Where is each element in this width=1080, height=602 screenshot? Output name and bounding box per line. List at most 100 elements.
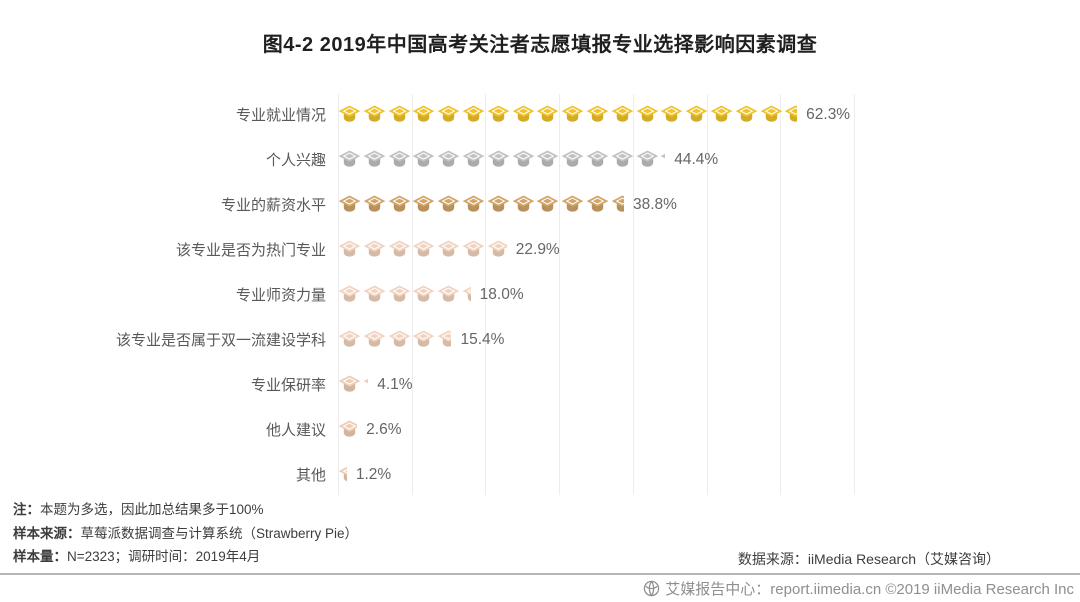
gridline: [706, 94, 708, 495]
value-label: 18.0%: [479, 285, 524, 303]
graduation-cap-icon: [462, 105, 485, 122]
graduation-cap-icon: [437, 105, 460, 122]
value-label: 22.9%: [515, 240, 560, 258]
graduation-cap-icon: [512, 195, 534, 212]
icon-bar: [338, 418, 358, 442]
footnotes: 注：本题为多选，因此加总结果多于100% 样本来源：草莓派数据调查与计算系统（S…: [13, 498, 358, 569]
graduation-cap-icon: [363, 150, 386, 167]
graduation-cap-icon: [413, 330, 435, 347]
graduation-cap-icon: [388, 330, 410, 347]
graduation-cap-icon: [537, 105, 559, 122]
graduation-cap-icon: [487, 195, 510, 212]
chart-rows: 专业就业情况: [0, 92, 1080, 497]
gridline: [411, 94, 413, 495]
graduation-cap-icon: [338, 105, 361, 122]
icon-bar: [338, 283, 471, 307]
graduation-cap-icon: [710, 105, 733, 122]
gridline: [780, 94, 782, 495]
graduation-cap-icon: [462, 195, 485, 212]
graduation-cap-icon: [487, 240, 507, 257]
value-label: 1.2%: [355, 465, 392, 483]
chart-row: 专业师资力量 18.0%: [0, 272, 1080, 317]
category-label: 该专业是否为热门专业: [175, 242, 326, 259]
graduation-cap-icon: [363, 378, 369, 384]
chart-row: 该专业是否为热门专业 22.9%: [0, 227, 1080, 272]
chart-row: 其他 1.2%: [0, 452, 1080, 497]
graduation-cap-icon: [537, 195, 559, 212]
watermark-bar: 艾媒报告中心：report.iimedia.cn ©2019 iiMedia R…: [0, 573, 1080, 602]
graduation-cap-icon: [784, 105, 798, 122]
footnote-note: 注：本题为多选，因此加总结果多于100%: [13, 498, 358, 522]
graduation-cap-icon: [338, 285, 361, 302]
value-label: 62.3%: [806, 105, 851, 123]
value-label: 15.4%: [460, 330, 505, 348]
graduation-cap-icon: [388, 195, 410, 212]
graduation-cap-icon: [338, 330, 361, 347]
graduation-cap-icon: [437, 285, 460, 302]
graduation-cap-icon: [363, 195, 386, 212]
value-label: 44.4%: [674, 150, 719, 168]
graduation-cap-icon: [388, 285, 410, 302]
graduation-cap-icon: [512, 150, 534, 167]
pictogram-bar-chart: 专业就业情况: [0, 92, 1080, 497]
graduation-cap-icon: [437, 330, 452, 347]
graduation-cap-icon: [537, 150, 559, 167]
graduation-cap-icon: [338, 150, 361, 167]
graduation-cap-icon: [586, 195, 609, 212]
chart-row: 该专业是否属于双一流建设学科 15.4%: [0, 317, 1080, 362]
footnote-note-text: 本题为多选，因此加总结果多于100%: [40, 502, 264, 517]
graduation-cap-icon: [388, 150, 410, 167]
chart-row: 他人建议 2.6%: [0, 407, 1080, 452]
graduation-cap-icon: [611, 150, 634, 167]
gridline: [338, 94, 339, 495]
chart-row: 专业保研率 4.1%: [0, 362, 1080, 407]
graduation-cap-icon: [363, 330, 386, 347]
graduation-cap-icon: [388, 105, 410, 122]
icon-bar: [338, 103, 798, 127]
graduation-cap-icon: [388, 240, 410, 257]
gridline: [559, 94, 561, 495]
graduation-cap-icon: [413, 195, 435, 212]
category-label: 他人建议: [265, 422, 326, 439]
graduation-cap-icon: [487, 105, 510, 122]
gridline: [632, 94, 634, 495]
category-label: 专业保研率: [250, 377, 326, 394]
graduation-cap-icon: [636, 105, 658, 122]
chart-row: 专业的薪资水平: [0, 182, 1080, 227]
graduation-cap-icon: [512, 105, 534, 122]
graduation-cap-icon: [437, 240, 460, 257]
graduation-cap-icon: [338, 420, 358, 437]
graduation-cap-icon: [338, 466, 347, 482]
icon-bar: [338, 328, 452, 352]
watermark-text: 艾媒报告中心：report.iimedia.cn ©2019 iiMedia R…: [665, 581, 1074, 598]
category-label: 专业师资力量: [235, 287, 326, 304]
icon-bar: [338, 193, 624, 217]
chart-row: 专业就业情况: [0, 92, 1080, 137]
icon-bar: [338, 463, 347, 487]
graduation-cap-icon: [437, 195, 460, 212]
graduation-cap-icon: [561, 195, 584, 212]
icon-bar: [338, 373, 369, 397]
graduation-cap-icon: [338, 195, 361, 212]
gridline: [853, 94, 855, 495]
graduation-cap-icon: [363, 105, 386, 122]
graduation-cap-icon: [462, 286, 471, 302]
category-label: 其他: [295, 467, 326, 484]
graduation-cap-icon: [363, 240, 386, 257]
graduation-cap-icon: [586, 105, 609, 122]
chart-title: 图4-2 2019年中国高考关注者志愿填报专业选择影响因素调查: [262, 34, 818, 56]
graduation-cap-icon: [437, 150, 460, 167]
category-label: 专业就业情况: [235, 107, 326, 124]
graduation-cap-icon: [760, 105, 782, 122]
gridline-layer: [338, 94, 856, 495]
graduation-cap-icon: [487, 150, 510, 167]
footnote-note-label: 注：: [13, 502, 40, 517]
graduation-cap-icon: [413, 240, 435, 257]
value-label: 38.8%: [632, 195, 677, 213]
category-label: 该专业是否属于双一流建设学科: [115, 332, 326, 349]
footnote-sample-source-label: 样本来源：: [13, 525, 81, 541]
graduation-cap-icon: [338, 240, 361, 257]
graduation-cap-icon: [413, 285, 435, 302]
graduation-cap-icon: [611, 195, 624, 212]
